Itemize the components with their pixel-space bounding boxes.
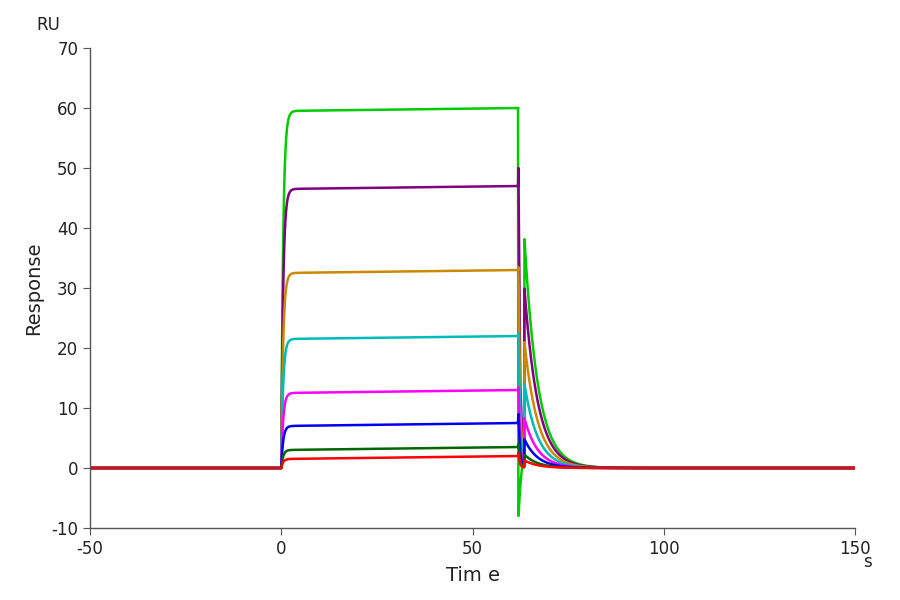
X-axis label: Tim e: Tim e xyxy=(446,566,500,585)
Text: RU: RU xyxy=(36,16,60,34)
Text: s: s xyxy=(862,553,871,571)
Y-axis label: Response: Response xyxy=(24,241,43,335)
